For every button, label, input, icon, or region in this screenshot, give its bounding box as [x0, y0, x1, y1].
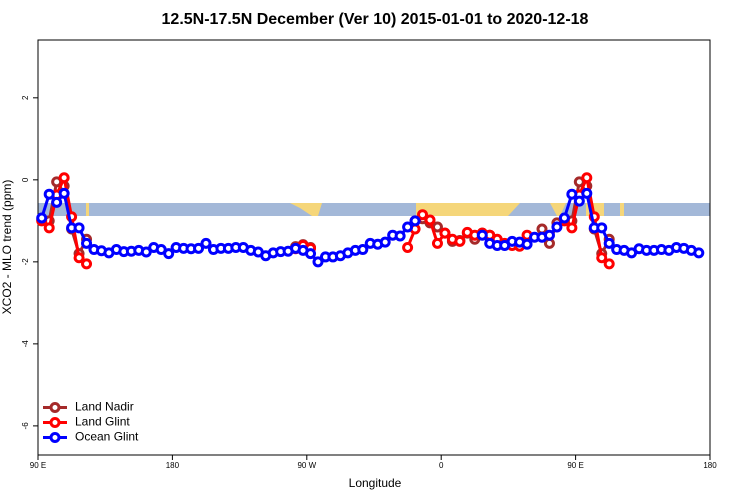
data-point [476, 229, 488, 241]
legend-marker [49, 417, 61, 428]
data-point [73, 222, 85, 234]
y-tick-label: -2 [21, 258, 30, 266]
data-point [58, 187, 70, 199]
land-patch [416, 203, 520, 216]
data-point [312, 256, 324, 268]
data-point [200, 237, 212, 249]
y-tick-label: 0 [21, 177, 30, 182]
x-tick-label: 0 [439, 461, 444, 470]
data-point [402, 242, 414, 253]
data-point [596, 222, 608, 234]
data-point [454, 235, 466, 247]
x-axis-label: Longitude [349, 476, 402, 490]
plot-box [37, 39, 711, 456]
ocean-strip [38, 203, 710, 216]
data-point [417, 209, 429, 221]
data-point [193, 242, 205, 254]
data-point [58, 172, 70, 184]
data-point [558, 212, 570, 224]
data-point [596, 252, 608, 264]
data-point [379, 236, 391, 248]
data-point [43, 188, 55, 200]
data-point [581, 187, 593, 199]
data-point [581, 172, 593, 184]
y-axis-label: XCO2 - MLO trend (ppm) [0, 180, 14, 315]
data-point [439, 227, 451, 239]
data-point [73, 252, 85, 264]
y-tick-label: -6 [21, 422, 30, 430]
data-point [36, 212, 48, 224]
land-ocean-strip [38, 203, 710, 216]
data-point [693, 247, 705, 259]
data-point [140, 246, 152, 258]
legend-label: Land Glint [75, 415, 130, 429]
x-tick-label: 90 E [30, 461, 46, 470]
data-point [431, 237, 443, 249]
data-point [43, 222, 55, 234]
x-tick-label: 90 W [297, 461, 316, 470]
data-point [81, 237, 93, 249]
legend-marker [49, 402, 61, 413]
land-patch [86, 203, 89, 216]
data-point [543, 229, 555, 241]
land-patch [620, 203, 624, 216]
land-patch [290, 203, 322, 216]
data-point [357, 244, 369, 256]
data-point [566, 222, 578, 234]
x-tick-label: 90 E [567, 461, 583, 470]
legend-label: Land Nadir [75, 400, 134, 414]
legend-label: Ocean Glint [75, 430, 139, 444]
data-point [394, 230, 406, 242]
data-point [603, 258, 615, 270]
data-point [603, 237, 615, 249]
data-point [402, 221, 414, 233]
data-point [163, 248, 175, 260]
x-tick-label: 180 [703, 461, 717, 470]
x-tick-label: 180 [166, 461, 180, 470]
data-point [51, 196, 63, 208]
data-point [81, 258, 93, 270]
data-point [424, 214, 436, 226]
data-point [566, 188, 578, 200]
data-point [551, 221, 563, 233]
legend-marker [49, 432, 61, 443]
y-tick-label: -4 [21, 340, 30, 348]
y-tick-label: 2 [21, 95, 30, 100]
data-point [521, 238, 533, 250]
chart-title: 12.5N-17.5N December (Ver 10) 2015-01-01… [162, 11, 589, 28]
data-point [305, 248, 317, 260]
data-point [573, 195, 585, 207]
land-patch [550, 203, 566, 216]
data-point [409, 215, 421, 227]
